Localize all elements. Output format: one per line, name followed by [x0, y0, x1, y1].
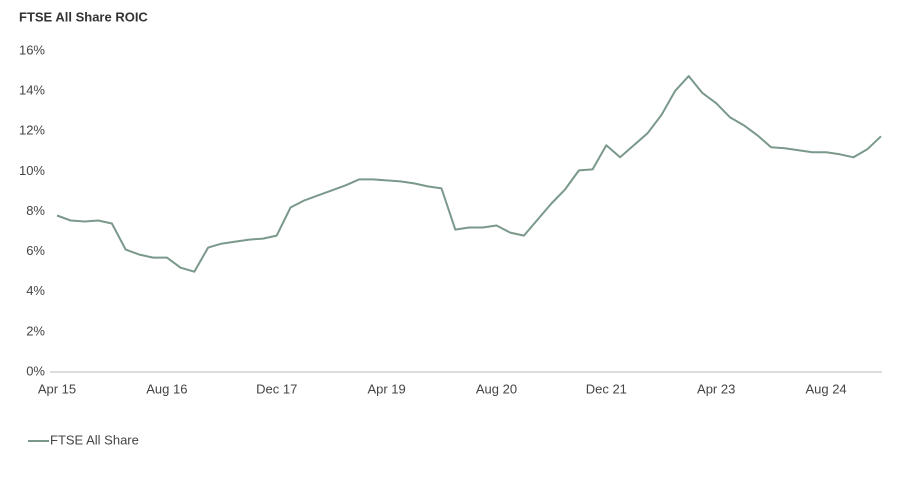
y-tick-label: 2%: [26, 323, 45, 338]
y-tick-label: 4%: [26, 283, 45, 298]
y-tick-label: 14%: [19, 83, 45, 98]
x-tick-label: Dec 17: [256, 381, 297, 396]
data-line: [56, 75, 882, 273]
legend-label: FTSE All Share: [50, 432, 139, 447]
y-tick-label: 12%: [19, 123, 45, 138]
x-tick-label: Aug 20: [476, 381, 517, 396]
y-tick-label: 10%: [19, 163, 45, 178]
chart-title: FTSE All Share ROIC: [19, 9, 148, 24]
y-tick-label: 0%: [26, 363, 45, 378]
y-tick-label: 16%: [19, 42, 45, 57]
x-tick-label: Apr 15: [38, 381, 76, 396]
x-tick-label: Dec 21: [586, 381, 627, 396]
y-tick-label: 6%: [26, 243, 45, 258]
x-tick-label: Aug 16: [146, 381, 187, 396]
x-tick-label: Apr 19: [367, 381, 405, 396]
x-tick-label: Apr 23: [697, 381, 735, 396]
y-tick-label: 8%: [26, 203, 45, 218]
x-tick-label: Aug 24: [805, 381, 846, 396]
